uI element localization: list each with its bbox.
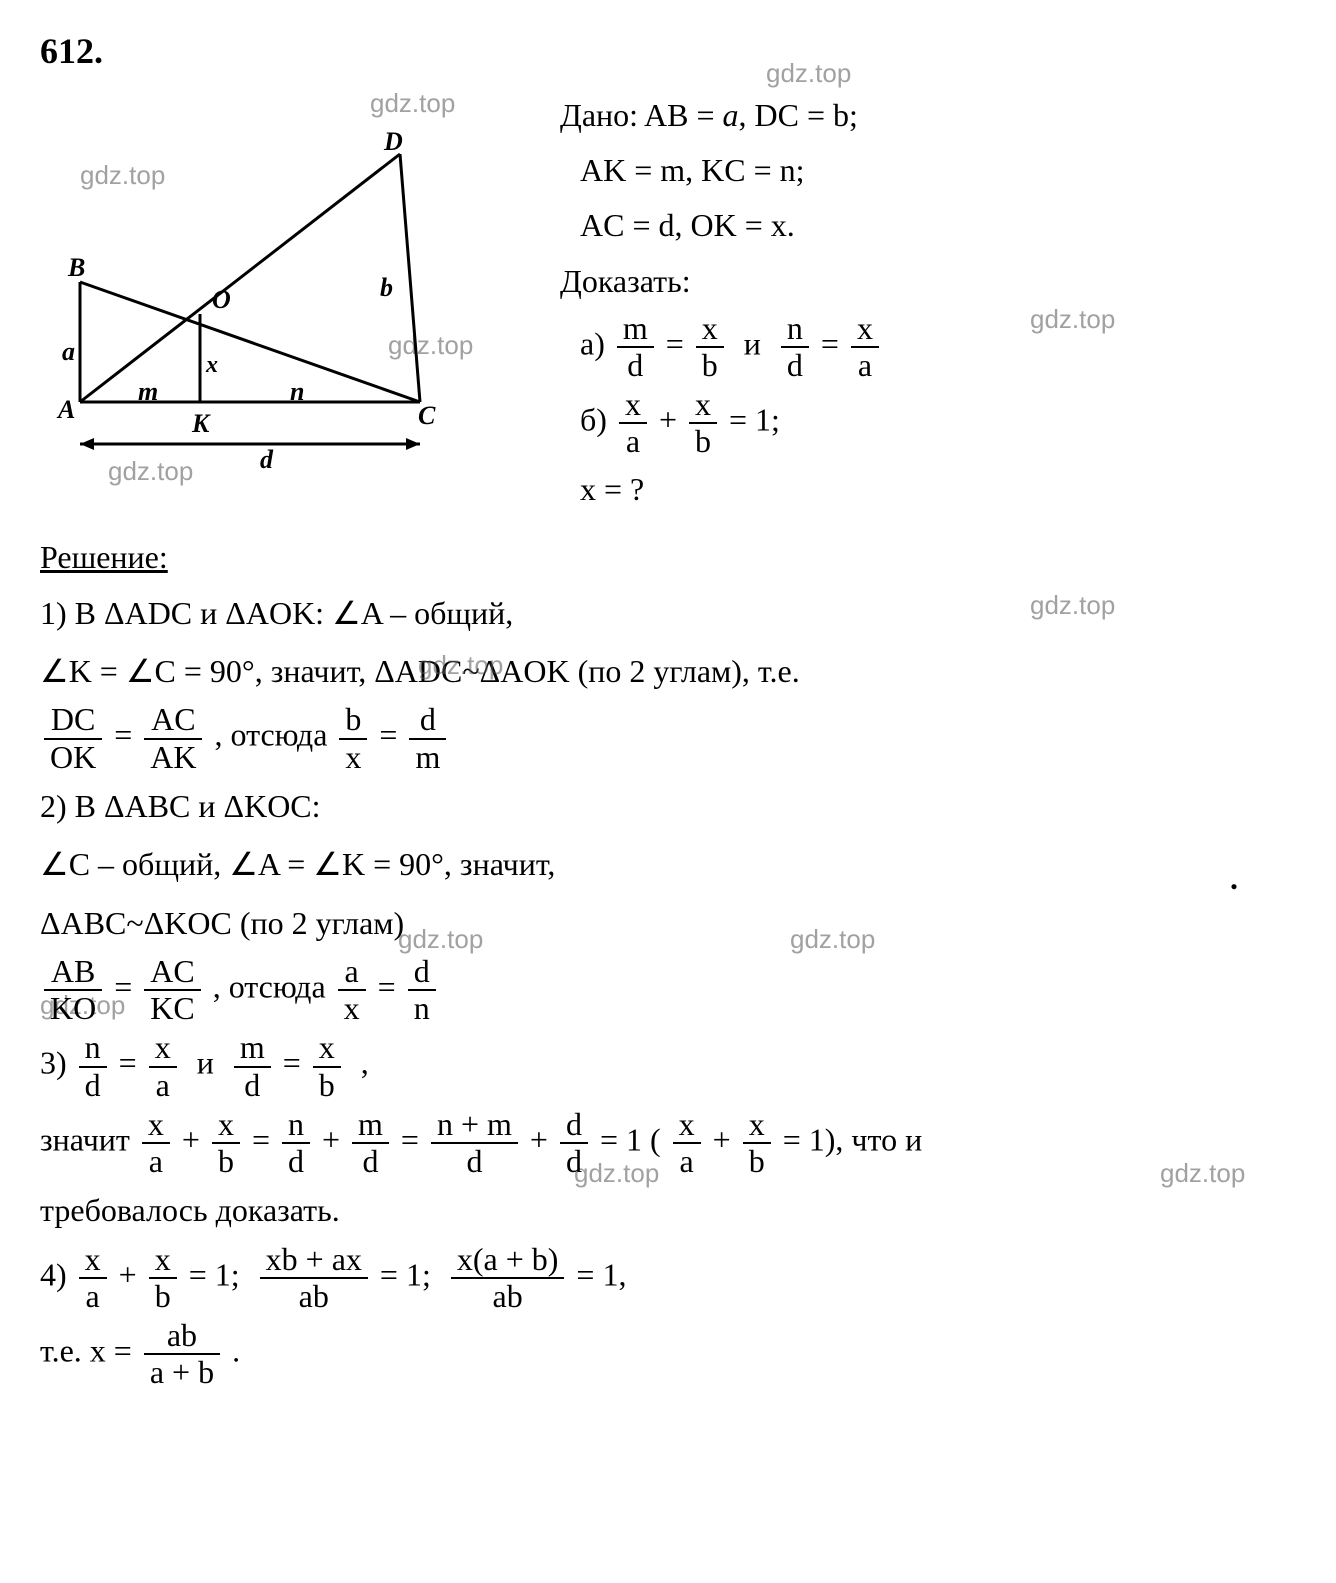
svg-text:b: b bbox=[380, 273, 393, 302]
prove-a: а) md = xb и nd = xa bbox=[580, 311, 883, 383]
solution-body: 1) В ΔADC и ΔAOK: ∠A – общий, ∠K = ∠C = … bbox=[40, 586, 1296, 1391]
svg-text:d: d bbox=[260, 445, 274, 472]
step-1a: 1) В ΔADC и ΔAOK: ∠A – общий, bbox=[40, 586, 1296, 640]
given-line3: AC = d, OK = x. bbox=[580, 200, 883, 251]
step-3c: требовалось доказать. bbox=[40, 1183, 1296, 1237]
svg-text:x: x bbox=[205, 352, 218, 378]
step-1b: ∠K = ∠C = 90°, значит, ΔADC~ΔAOK (по 2 у… bbox=[40, 644, 1296, 698]
given-line1: Дано:AB = a, DC = b; bbox=[560, 97, 858, 133]
step-4a: 4) xa + xb = 1; xb + axab = 1; x(a + b)a… bbox=[40, 1242, 1296, 1314]
step-2b: ∠C – общий, ∠A = ∠K = 90°, значит, bbox=[40, 837, 1296, 891]
step-4b: т.е. x = aba + b . bbox=[40, 1318, 1296, 1390]
svg-text:C: C bbox=[418, 401, 436, 430]
x-question: x = ? bbox=[580, 464, 883, 515]
step-1c: DCOK = ACAK , отсюда bx = dm bbox=[40, 702, 1296, 774]
geometry-figure: A B C D K O a b x m n d bbox=[40, 82, 520, 472]
svg-text:m: m bbox=[138, 377, 158, 406]
step-2a: 2) В ΔABC и ΔKOC: bbox=[40, 779, 1296, 833]
svg-text:D: D bbox=[383, 127, 403, 156]
step-3b: значит xa + xb = nd + md = n + md + dd =… bbox=[40, 1107, 1296, 1179]
given-line2: AK = m, KC = n; bbox=[580, 145, 883, 196]
given-section: Дано:AB = a, DC = b; AK = m, KC = n; AC … bbox=[560, 82, 883, 519]
svg-text:O: O bbox=[212, 285, 231, 314]
problem-number: 612. bbox=[40, 30, 1296, 72]
svg-text:A: A bbox=[56, 395, 75, 424]
step-2d: ABKO = ACKC , отсюда ax = dn bbox=[40, 954, 1296, 1026]
svg-text:B: B bbox=[67, 253, 85, 282]
svg-text:K: K bbox=[191, 409, 211, 438]
step-3a: 3) nd = xa и md = xb , bbox=[40, 1030, 1296, 1102]
stray-dot: . bbox=[1230, 860, 1238, 897]
solution-title: Решение: bbox=[40, 539, 1296, 576]
step-2c: ΔABC~ΔKOC (по 2 углам) bbox=[40, 896, 1296, 950]
prove-b: б) xa + xb = 1; bbox=[580, 387, 883, 459]
svg-text:n: n bbox=[290, 377, 304, 406]
svg-text:a: a bbox=[62, 337, 75, 366]
prove-title: Доказать: bbox=[560, 256, 883, 307]
